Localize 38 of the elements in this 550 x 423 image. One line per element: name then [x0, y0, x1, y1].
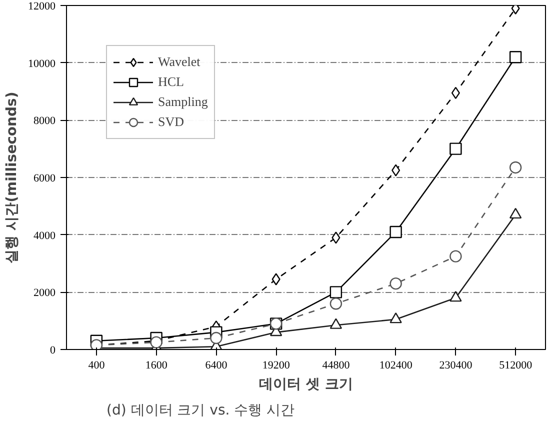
y-tick-label: 0: [50, 344, 56, 356]
x-tick-label: 6400: [205, 360, 228, 372]
legend-label: SVD: [158, 114, 184, 130]
legend-label: Sampling: [158, 94, 208, 110]
point: [390, 277, 402, 290]
point: [450, 290, 462, 302]
point: [332, 232, 340, 244]
point: [272, 273, 280, 286]
x-tick-label: 400: [88, 360, 106, 372]
point: [390, 226, 402, 238]
x-tick-label: 19200: [262, 360, 290, 372]
legend-label: HCL: [158, 74, 184, 90]
x-tick-label: 44800: [322, 360, 350, 372]
point: [509, 161, 522, 174]
y-tick-label: 2000: [34, 287, 56, 300]
x-tick-label: 512000: [499, 360, 533, 372]
point: [509, 51, 522, 64]
text: (d) 데이터 크기 vs. 수행 시간: [106, 402, 295, 418]
x-tick-label: 1600: [145, 360, 168, 372]
point: [330, 286, 342, 298]
point: [392, 164, 400, 176]
y-tick-label: 10000: [28, 58, 56, 70]
x-tick-label: 102400: [379, 360, 413, 372]
x-tick-label: 230400: [439, 360, 473, 372]
y-tick-label: 4000: [34, 230, 56, 242]
y-axis-title: 실행 시간(milliseconds): [4, 92, 20, 264]
y-tick-label: 12000: [28, 0, 56, 12]
legend-label: Wavelet: [158, 54, 200, 70]
point: [509, 208, 522, 219]
x-axis-title: 데이터 셋 크기: [259, 376, 353, 392]
point: [330, 318, 342, 329]
y-tick-label: 8000: [34, 115, 56, 128]
point: [450, 250, 462, 262]
point: [330, 298, 342, 310]
point: [210, 332, 222, 344]
y-tick-label: 6000: [34, 172, 56, 184]
point: [450, 142, 462, 155]
point: [390, 312, 402, 324]
